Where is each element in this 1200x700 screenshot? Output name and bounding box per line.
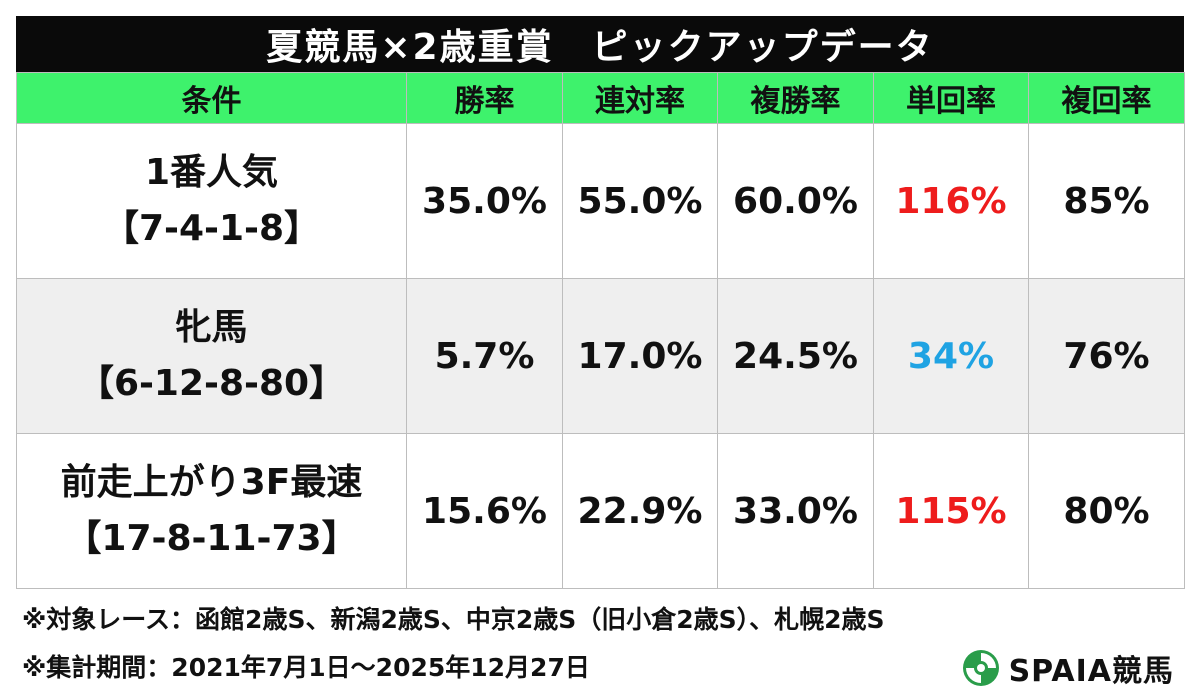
- spaia-logo: SPAIA競馬: [961, 646, 1174, 690]
- condition-label: 前走上がり3F最速: [60, 462, 363, 504]
- condition-cell: 前走上がり3F最速 【17-8-11-73】: [16, 433, 407, 589]
- record-label: 【7-4-1-8】: [102, 208, 321, 249]
- record-label: 【17-8-11-73】: [65, 518, 358, 559]
- footnotes: ※対象レース：函館2歳S、新潟2歳S、中京2歳S（旧小倉2歳S）、札幌2歳S ※…: [22, 596, 1182, 692]
- column-header-show-rate: 複勝率: [717, 72, 874, 124]
- win-return-cell: 34%: [873, 278, 1029, 434]
- win-return-cell: 116%: [873, 123, 1029, 279]
- table-row: 牝馬 【6-12-8-80】 5.7% 17.0% 24.5% 34% 76%: [16, 278, 1185, 434]
- table-row: 前走上がり3F最速 【17-8-11-73】 15.6% 22.9% 33.0%…: [16, 433, 1185, 589]
- place-rate-cell: 22.9%: [562, 433, 718, 589]
- show-rate-cell: 33.0%: [717, 433, 874, 589]
- column-header-condition: 条件: [16, 72, 407, 124]
- target-races-note: ※対象レース：函館2歳S、新潟2歳S、中京2歳S（旧小倉2歳S）、札幌2歳S: [22, 605, 885, 634]
- column-header-win-rate: 勝率: [406, 72, 563, 124]
- stats-table: 条件 勝率 連対率 複勝率 単回率 複回率 1番人気 【7-4-1-8】 35.…: [16, 72, 1185, 589]
- condition-cell: 牝馬 【6-12-8-80】: [16, 278, 407, 434]
- win-rate-cell: 35.0%: [406, 123, 563, 279]
- show-rate-cell: 60.0%: [717, 123, 874, 279]
- column-header-win-return: 単回率: [873, 72, 1029, 124]
- win-return-cell: 115%: [873, 433, 1029, 589]
- column-header-place-rate: 連対率: [562, 72, 718, 124]
- win-rate-cell: 15.6%: [406, 433, 563, 589]
- condition-label: 牝馬: [175, 307, 248, 349]
- logo-text: SPAIA競馬: [1008, 654, 1174, 689]
- period-note: ※集計期間：2021年7月1日～2025年12月27日: [22, 653, 590, 682]
- show-return-cell: 76%: [1028, 278, 1185, 434]
- record-label: 【6-12-8-80】: [77, 363, 346, 404]
- show-return-cell: 80%: [1028, 433, 1185, 589]
- show-return-cell: 85%: [1028, 123, 1185, 279]
- place-rate-cell: 55.0%: [562, 123, 718, 279]
- condition-label: 1番人気: [144, 152, 279, 194]
- place-rate-cell: 17.0%: [562, 278, 718, 434]
- win-rate-cell: 5.7%: [406, 278, 563, 434]
- spaia-logo-icon: [962, 650, 999, 686]
- page-title: 夏競馬×2歳重賞 ピックアップデータ: [16, 16, 1184, 72]
- show-rate-cell: 24.5%: [717, 278, 874, 434]
- condition-cell: 1番人気 【7-4-1-8】: [16, 123, 407, 279]
- table-row: 1番人気 【7-4-1-8】 35.0% 55.0% 60.0% 116% 85…: [16, 123, 1185, 279]
- table-header-row: 条件 勝率 連対率 複勝率 単回率 複回率: [16, 72, 1185, 124]
- column-header-show-return: 複回率: [1028, 72, 1185, 124]
